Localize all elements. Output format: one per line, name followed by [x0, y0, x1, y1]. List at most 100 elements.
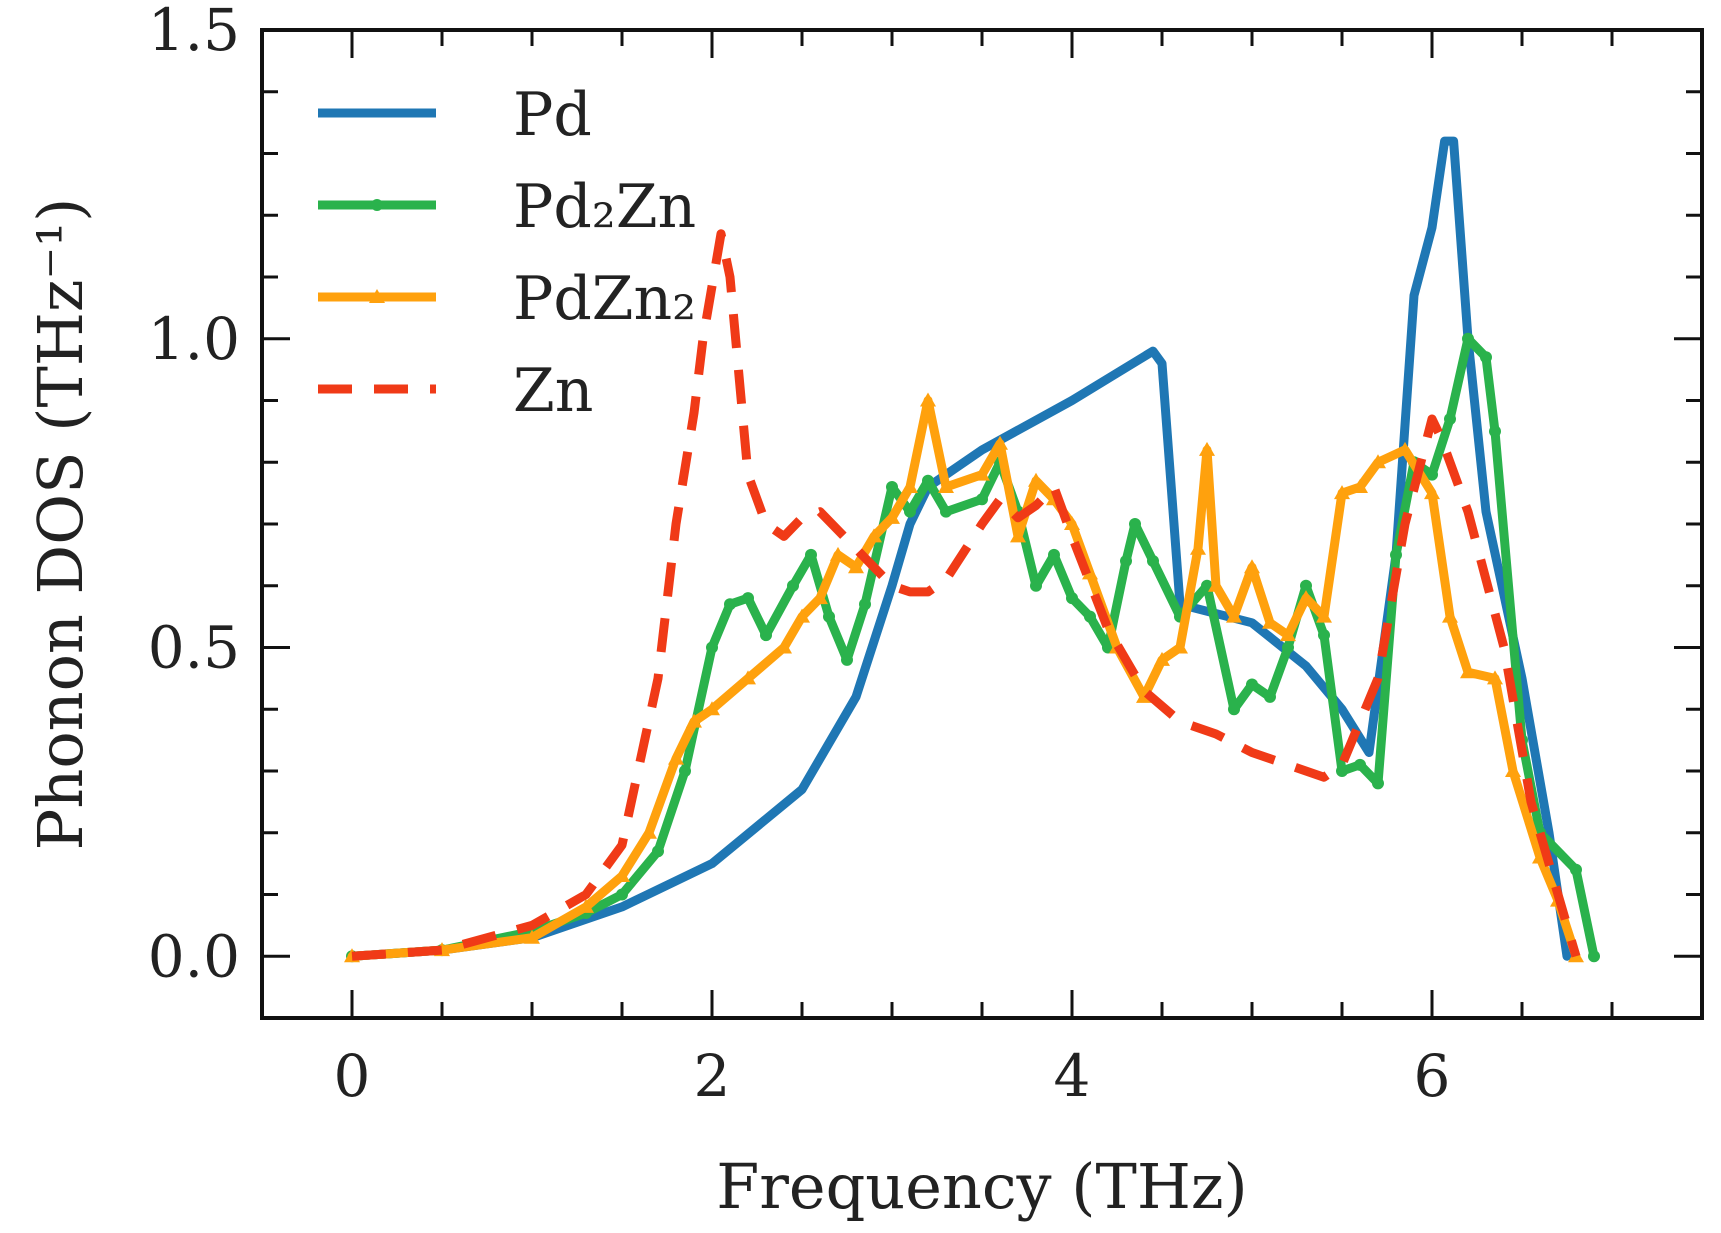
data-point: [886, 480, 898, 493]
data-point: [922, 474, 934, 487]
y-tick-label: 1.5: [148, 0, 240, 64]
data-point: [1010, 528, 1026, 543]
data-point: [1208, 577, 1224, 592]
data-point: [641, 824, 657, 839]
data-point: [884, 509, 900, 524]
data-point: [706, 641, 718, 654]
y-tick-label: 0.0: [148, 922, 240, 990]
data-point: [1282, 641, 1294, 654]
data-point: [1298, 590, 1314, 605]
data-point: [1154, 651, 1170, 666]
data-point: [1489, 425, 1501, 438]
data-point: [1190, 540, 1206, 555]
data-point: [1397, 441, 1413, 456]
data-point: [760, 629, 772, 642]
x-axis-label: Frequency (THz): [716, 1150, 1248, 1223]
data-point: [1300, 579, 1312, 592]
axis-ticks: 0 2 4 6 0.0 0.5 1.0 1.5: [148, 0, 1704, 1110]
data-point: [1505, 763, 1521, 777]
data-point: [1424, 485, 1440, 500]
data-point: [1028, 472, 1044, 487]
data-point: [1460, 664, 1476, 679]
data-point: [1246, 678, 1258, 691]
data-point: [1244, 559, 1260, 574]
data-point: [616, 888, 628, 901]
data-point: [524, 929, 540, 944]
data-point: [668, 750, 684, 765]
data-point: [1048, 548, 1060, 561]
data-point: [1262, 614, 1278, 629]
data-point: [1444, 413, 1456, 426]
data-point: [1480, 351, 1492, 364]
data-point: [679, 765, 691, 777]
data-point: [1226, 608, 1242, 623]
legend-marker: [371, 199, 383, 211]
y-tick-label: 1.0: [148, 305, 240, 373]
data-point: [704, 701, 720, 716]
data-point: [1172, 639, 1188, 654]
data-point: [1129, 518, 1141, 530]
data-point: [1370, 454, 1386, 469]
series-line: [347, 136, 1572, 961]
x-tick-label: 0: [334, 1042, 371, 1110]
data-point: [1334, 485, 1350, 500]
legend-entry: Zn: [318, 356, 593, 426]
data-point: [614, 867, 630, 882]
legend-entry: Pd₂Zn: [318, 172, 696, 242]
legend-entry: Pd: [318, 80, 592, 150]
data-point: [1280, 627, 1296, 642]
legend-label: Pd: [513, 80, 592, 150]
data-point: [1426, 468, 1438, 481]
series-line: [351, 229, 1581, 961]
data-point: [1066, 592, 1078, 605]
data-point: [1570, 863, 1582, 876]
y-axis-label: Phonon DOS (THz⁻¹): [24, 198, 97, 851]
data-point: [1120, 555, 1132, 568]
series-line: [347, 396, 1581, 961]
x-tick-label: 2: [694, 1042, 731, 1110]
data-point: [1354, 758, 1366, 771]
series-1: [346, 332, 1600, 963]
legend-label: Pd₂Zn: [513, 172, 696, 242]
data-point: [859, 598, 871, 611]
data-point: [940, 505, 952, 518]
legend-label: PdZn₂: [513, 264, 696, 334]
legend-entry: PdZn₂: [318, 264, 696, 334]
data-point: [1084, 610, 1096, 623]
data-point: [1390, 548, 1402, 561]
x-tick-label: 6: [1414, 1042, 1451, 1110]
data-point: [841, 653, 853, 666]
data-point: [1264, 690, 1276, 703]
data-point: [1372, 777, 1384, 790]
data-point: [1228, 703, 1240, 716]
data-point: [938, 478, 954, 493]
data-point: [742, 592, 754, 605]
data-point: [866, 528, 882, 543]
data-point: [812, 590, 828, 605]
data-point: [1199, 441, 1215, 456]
legend: Pd Pd₂Zn PdZn₂ Zn: [318, 80, 696, 426]
data-point: [992, 435, 1008, 450]
data-point: [823, 610, 835, 623]
data-point: [904, 505, 916, 518]
data-point: [805, 548, 817, 561]
data-point: [794, 608, 810, 623]
data-point: [578, 898, 594, 913]
data-point: [920, 392, 936, 407]
legend-label: Zn: [513, 356, 593, 426]
y-tick-label: 0.5: [148, 614, 240, 682]
data-point: [1462, 332, 1474, 345]
series-0: [347, 136, 1572, 961]
data-point: [1442, 608, 1458, 623]
data-point: [830, 546, 846, 561]
data-point: [787, 579, 799, 592]
data-point: [776, 639, 792, 654]
data-point: [974, 466, 990, 481]
data-point: [652, 845, 664, 858]
data-point: [1588, 950, 1600, 963]
data-point: [902, 478, 918, 493]
x-tick-label: 4: [1054, 1042, 1091, 1110]
data-point: [1318, 629, 1330, 642]
data-point: [724, 598, 736, 611]
